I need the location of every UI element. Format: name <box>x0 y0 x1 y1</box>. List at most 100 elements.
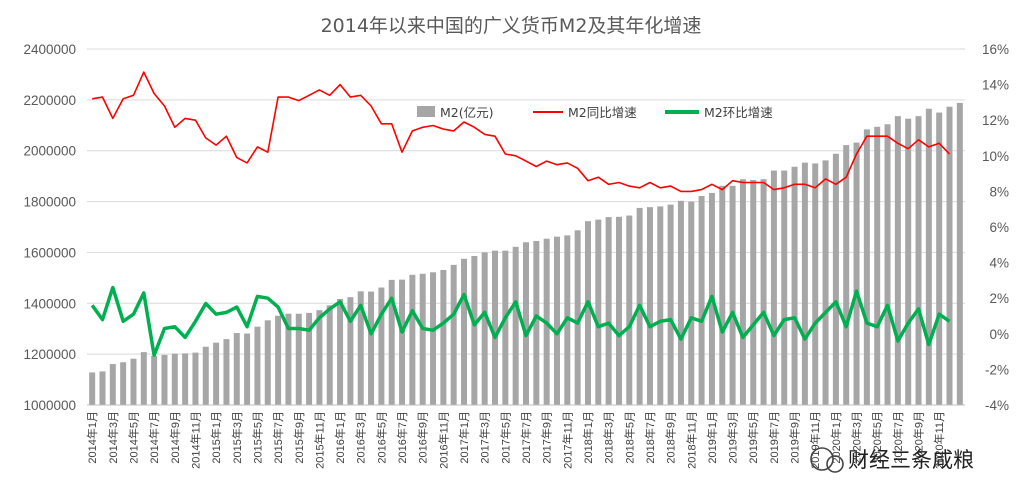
m2-bar <box>770 170 777 405</box>
m2-bar <box>368 291 375 405</box>
chart-title: 2014年以来中国的广义货币M2及其年化增速 <box>321 15 702 37</box>
m2-bar <box>739 179 746 405</box>
x-tick-label: 2014年7月 <box>147 411 161 464</box>
right-y-axis: -4% -2% 0% 2% 4% 6% 8% 10% 12% 14% 16% <box>982 42 1009 413</box>
m2-bar <box>182 353 189 405</box>
m2-bar <box>657 206 664 405</box>
x-tick-label: 2020年7月 <box>891 411 905 464</box>
m2-bar <box>863 129 870 405</box>
m2-bar <box>584 221 591 405</box>
m2-bar <box>306 312 313 405</box>
legend: M2(亿元) M2同比增速 M2环比增速 <box>417 105 773 120</box>
x-tick-label: 2020年9月 <box>912 411 926 464</box>
right-y-tick-label: 2% <box>989 291 1009 306</box>
m2-bar <box>202 346 209 405</box>
right-y-tick-label: 14% <box>982 78 1009 93</box>
m2-bar <box>719 185 726 405</box>
m2-bar <box>440 269 447 405</box>
wechat-icon <box>810 447 834 471</box>
m2-bar <box>140 352 147 405</box>
m2-bar <box>244 333 251 405</box>
m2-bar <box>409 274 416 405</box>
m2-bar <box>843 145 850 405</box>
x-tick-label: 2015年1月 <box>209 411 223 464</box>
left-y-tick-label: 1600000 <box>23 245 76 260</box>
m2-bar <box>461 258 468 405</box>
m2-bar <box>275 315 282 405</box>
m2-bar <box>89 372 96 405</box>
m2-bar <box>750 179 757 405</box>
x-tick-label: 2017年7月 <box>519 411 533 464</box>
legend-label-yoy: M2同比增速 <box>568 105 637 120</box>
m2-bar <box>553 236 560 405</box>
m2-bar <box>595 219 602 405</box>
x-tick-label: 2020年5月 <box>870 411 884 464</box>
m2-bar <box>471 255 478 405</box>
legend-label-mom: M2环比增速 <box>704 105 773 120</box>
right-y-tick-label: 12% <box>982 113 1009 128</box>
watermark: 财经三条咸粮 <box>810 447 974 473</box>
x-tick-label: 2016年1月 <box>333 411 347 464</box>
m2-bar <box>430 272 437 405</box>
x-tick-label: 2016年11月 <box>436 411 450 469</box>
right-y-tick-label: 10% <box>982 149 1009 164</box>
m2-bar <box>378 287 385 405</box>
m2-bar <box>512 246 519 405</box>
m2-bar <box>801 162 808 405</box>
right-y-tick-label: -4% <box>985 398 1009 413</box>
left-y-tick-label: 1800000 <box>23 195 76 210</box>
x-tick-label: 2018年3月 <box>602 411 616 464</box>
m2-bar <box>533 240 540 405</box>
m2-bar <box>120 362 127 405</box>
x-tick-label: 2019年7月 <box>767 411 781 464</box>
m2-bar <box>254 326 261 405</box>
m2-bar <box>316 310 323 405</box>
x-tick-label: 2014年5月 <box>127 411 141 464</box>
right-y-tick-label: 8% <box>989 184 1009 199</box>
watermark-text: 财经三条咸粮 <box>848 448 974 472</box>
m2-bar <box>894 116 901 405</box>
left-y-tick-label: 2400000 <box>23 42 76 57</box>
m2-bar <box>419 273 426 405</box>
left-y-tick-label: 2200000 <box>23 93 76 108</box>
m2-bar <box>151 355 158 405</box>
m2-bar <box>688 201 695 405</box>
m2-bar <box>832 153 839 405</box>
m2-bar <box>109 364 116 405</box>
left-y-tick-label: 2000000 <box>23 144 76 159</box>
m2-bar <box>874 126 881 405</box>
m2-bar <box>233 333 240 405</box>
m2-bar <box>946 106 953 406</box>
m2-bar <box>347 297 354 405</box>
right-y-tick-label: 0% <box>989 327 1009 342</box>
m2-bar <box>822 160 829 405</box>
x-tick-label: 2016年3月 <box>354 411 368 464</box>
m2-bar <box>357 291 364 405</box>
m2-bar <box>450 264 457 405</box>
m2-bar <box>223 339 230 405</box>
rate-lines <box>90 71 951 357</box>
m2-bar <box>502 250 509 405</box>
m2-bar <box>161 354 168 405</box>
m2-bar <box>760 179 767 405</box>
m2-bar <box>388 279 395 405</box>
left-y-axis: 1000000 1200000 1400000 1600000 1800000 20000… <box>23 42 76 413</box>
m2-bar <box>791 166 798 405</box>
left-y-tick-label: 1200000 <box>23 347 76 362</box>
x-tick-label: 2016年9月 <box>416 411 430 464</box>
m2-bar <box>171 353 178 405</box>
left-y-tick-label: 1000000 <box>23 398 76 413</box>
x-tick-label: 2018年5月 <box>622 411 636 464</box>
x-tick-label: 2017年5月 <box>498 411 512 464</box>
legend-swatch-m2 <box>417 106 435 117</box>
x-tick-label: 2017年11月 <box>560 411 574 469</box>
x-tick-label: 2017年3月 <box>478 411 492 464</box>
x-tick-label: 2020年11月 <box>932 411 946 469</box>
x-tick-label: 2014年3月 <box>106 411 120 464</box>
x-tick-label: 2017年9月 <box>540 411 554 464</box>
m2-bar <box>956 102 963 405</box>
x-tick-label: 2020年1月 <box>829 411 843 464</box>
m2-bar <box>285 313 292 405</box>
m2-yoy-line <box>92 71 951 193</box>
